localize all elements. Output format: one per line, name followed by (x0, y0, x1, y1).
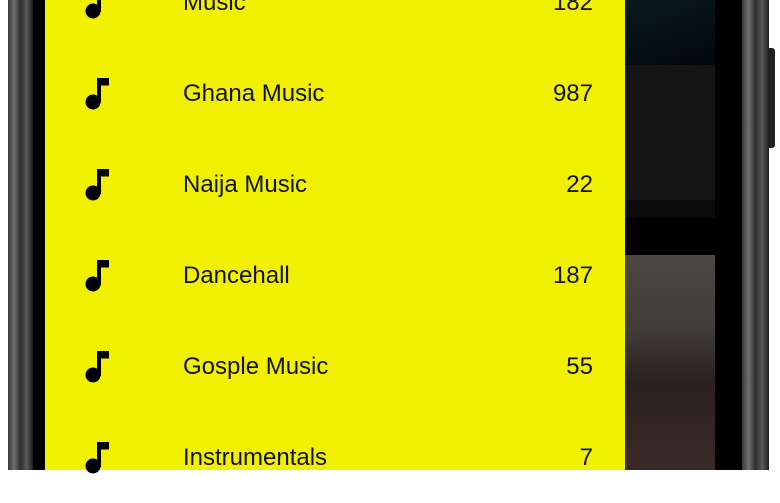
navigation-drawer: Music 182 Ghana Music 987 Naija Music 22 Dance… (45, 0, 625, 474)
drawer-item[interactable]: Gosple Music 55 (45, 321, 625, 412)
drawer-item-count: 7 (579, 444, 593, 471)
thumbnail-image[interactable] (625, 0, 715, 65)
music-note-icon (85, 351, 109, 383)
phone-bezel-left (8, 0, 33, 470)
drawer-item[interactable]: Music 182 (45, 0, 625, 48)
card-header-bar (625, 217, 715, 255)
phone-bezel-right (742, 0, 769, 470)
drawer-item-label: Music (183, 0, 246, 16)
phone-side-button (769, 48, 775, 148)
drawer-item[interactable]: Naija Music 22 (45, 139, 625, 230)
drawer-item-label: Ghana Music (183, 80, 325, 107)
drawer-item[interactable]: Ghana Music 987 (45, 48, 625, 139)
music-note-icon (85, 78, 109, 110)
drawer-item-count: 55 (566, 353, 593, 380)
drawer-item-count: 22 (566, 171, 593, 198)
content-card[interactable] (625, 65, 715, 200)
drawer-item-label: Naija Music (183, 171, 308, 198)
drawer-item-count: 182 (552, 0, 593, 16)
music-note-icon (85, 442, 109, 474)
background-content (625, 0, 715, 470)
music-note-icon (85, 0, 101, 19)
drawer-item-count: 987 (552, 80, 593, 107)
drawer-item-label: Instrumentals (183, 444, 328, 471)
music-note-icon (85, 260, 109, 292)
drawer-item-count: 187 (552, 262, 593, 289)
drawer-item-label: Dancehall (183, 262, 290, 289)
photo-thumbnail[interactable] (625, 255, 715, 470)
music-note-icon (85, 169, 109, 201)
drawer-item-label: Gosple Music (183, 353, 329, 380)
drawer-item[interactable]: Dancehall 187 (45, 230, 625, 321)
drawer-item[interactable]: Instrumentals 7 (45, 412, 625, 503)
